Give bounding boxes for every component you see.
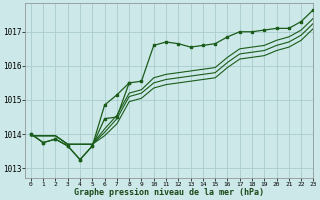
- X-axis label: Graphe pression niveau de la mer (hPa): Graphe pression niveau de la mer (hPa): [74, 188, 264, 197]
